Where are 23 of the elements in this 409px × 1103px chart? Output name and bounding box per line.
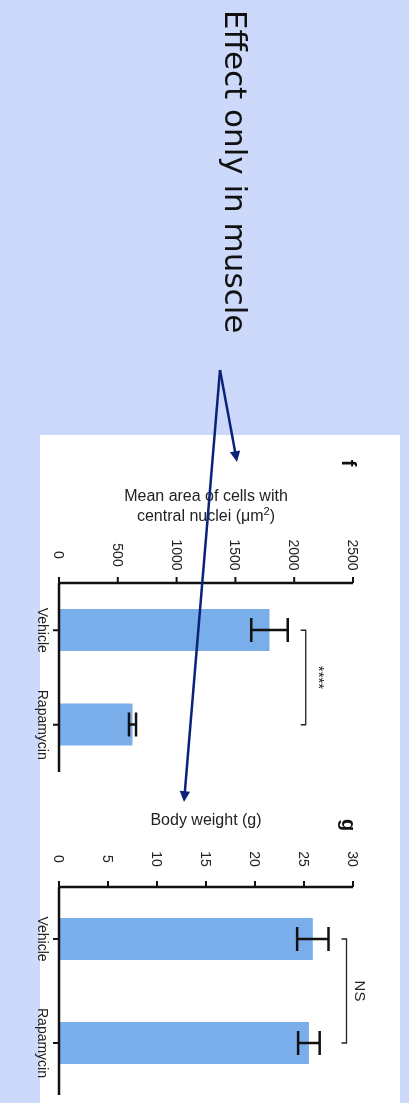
x-tick-label: 1500: [227, 539, 244, 571]
x-tick-label: 0: [51, 855, 67, 864]
x-tick-label: 2500: [345, 539, 361, 571]
annotation: ****: [311, 665, 329, 690]
x-tick-label: 1000: [168, 539, 185, 571]
x-tick-label: 0: [51, 551, 67, 560]
x-tick-label: 2000: [286, 539, 303, 571]
x-tick-label: 10: [149, 851, 165, 867]
annotation: NS: [352, 980, 369, 1002]
text: Effect only in muscle: [218, 10, 254, 334]
x-tick-label: 15: [198, 851, 214, 867]
y-tick-label: Vehicle: [35, 916, 51, 962]
chart-title: g: [338, 818, 360, 832]
x-tick-label: 30: [345, 851, 361, 867]
y-tick-label: Rapamycin: [35, 1007, 51, 1079]
y-tick-label: Rapamycin: [35, 689, 51, 760]
x-tick-label: 5: [100, 855, 116, 864]
x-tick-label: 20: [247, 851, 263, 867]
x-tick-label: 500: [109, 543, 126, 567]
chart-title: f: [338, 459, 360, 467]
x-axis-title: Body weight (g): [150, 811, 262, 828]
x-tick-label: 25: [296, 851, 312, 867]
y-tick-label: Vehicle: [35, 607, 51, 654]
